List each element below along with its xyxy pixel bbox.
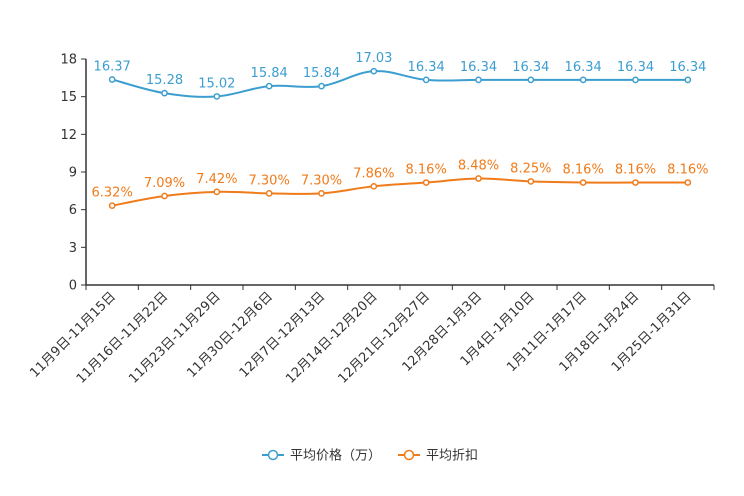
series-2: 6.32% 7.09% 7.42% 7.30% 7.30% 7.86% 8.16% 8.48%…	[92, 159, 708, 209]
legend-marker-icon	[267, 449, 279, 461]
data-point[interactable]	[579, 76, 587, 84]
data-point[interactable]	[527, 76, 535, 84]
legend-marker-icon	[403, 449, 415, 461]
y-tick-label: 9	[69, 166, 77, 181]
data-label: 8.48%	[458, 159, 499, 174]
series-line	[111, 177, 688, 207]
y-tick-label: 0	[69, 279, 77, 294]
x-tick-label: 11月16日-11月22日	[74, 289, 171, 386]
data-point[interactable]	[422, 76, 430, 84]
data-label: 15.84	[303, 66, 340, 81]
x-tick-label: 11月9日-11月15日	[27, 289, 119, 381]
data-point[interactable]	[108, 202, 116, 209]
legend-item-2[interactable]: 平均折扣	[398, 449, 478, 464]
data-label: 7.42%	[196, 172, 237, 187]
data-point[interactable]	[370, 67, 378, 75]
data-label: 16.34	[565, 60, 602, 75]
y-tick-label: 15	[60, 90, 77, 105]
data-label: 15.28	[146, 73, 183, 88]
data-label: 7.09%	[144, 176, 185, 191]
data-label: 15.84	[251, 66, 288, 81]
data-label: 7.30%	[249, 173, 290, 188]
series-1: 16.37 15.28 15.02 15.84 15.84 17.03 16.34 16.34…	[94, 51, 706, 100]
data-point[interactable]	[265, 82, 273, 90]
data-point[interactable]	[527, 178, 535, 185]
data-point[interactable]	[213, 188, 221, 196]
data-point[interactable]	[213, 93, 221, 100]
axes: 0 3 6 9 12 15 18 11月9日-11月15日11月16日-11月22日11月23…	[27, 53, 715, 387]
x-tick-label: 12月21日-12月27日	[336, 289, 433, 386]
data-point[interactable]	[579, 179, 587, 186]
data-point[interactable]	[108, 76, 116, 83]
series-line	[111, 70, 688, 98]
data-label: 16.37	[94, 59, 131, 74]
data-label: 16.34	[669, 60, 706, 75]
legend-label: 平均折扣	[426, 449, 478, 464]
data-label: 6.32%	[92, 186, 133, 201]
legend-item-1[interactable]: 平均价格（万）	[262, 448, 381, 464]
y-tick-label: 12	[60, 128, 77, 143]
data-label: 8.16%	[563, 163, 604, 178]
data-point[interactable]	[684, 76, 692, 84]
y-tick-label: 6	[69, 203, 77, 218]
data-point[interactable]	[684, 179, 692, 186]
data-label: 16.34	[408, 60, 445, 75]
data-point[interactable]	[265, 189, 273, 197]
data-label: 8.25%	[510, 161, 551, 176]
x-tick-label: 12月14日-12月20日	[283, 289, 380, 386]
data-point[interactable]	[318, 82, 325, 90]
data-label: 15.02	[198, 76, 235, 91]
data-point[interactable]	[161, 192, 168, 200]
data-point[interactable]	[318, 189, 325, 197]
data-label: 7.30%	[301, 173, 342, 188]
data-label: 16.34	[460, 60, 497, 75]
data-label: 8.16%	[615, 163, 656, 178]
data-point[interactable]	[370, 182, 378, 190]
data-label: 16.34	[617, 60, 654, 75]
data-label: 7.86%	[353, 166, 394, 181]
x-tick-label: 11月23日-11月29日	[126, 289, 223, 386]
legend-label: 平均价格（万）	[290, 448, 381, 464]
series-layer: 16.37 15.28 15.02 15.84 15.84 17.03 16.34 16.34…	[92, 51, 708, 209]
y-tick-label: 18	[60, 53, 77, 68]
data-point[interactable]	[422, 179, 430, 186]
data-point[interactable]	[161, 89, 168, 97]
data-point[interactable]	[632, 76, 639, 84]
data-point[interactable]	[475, 76, 482, 84]
data-point[interactable]	[475, 175, 482, 182]
data-label: 8.16%	[406, 163, 447, 178]
y-tick-label: 3	[69, 241, 77, 256]
data-label: 8.16%	[667, 163, 708, 178]
legend[interactable]: 平均价格（万） 平均折扣	[262, 448, 478, 464]
data-label: 17.03	[355, 51, 392, 66]
data-point[interactable]	[632, 179, 639, 186]
data-label: 16.34	[512, 60, 549, 75]
